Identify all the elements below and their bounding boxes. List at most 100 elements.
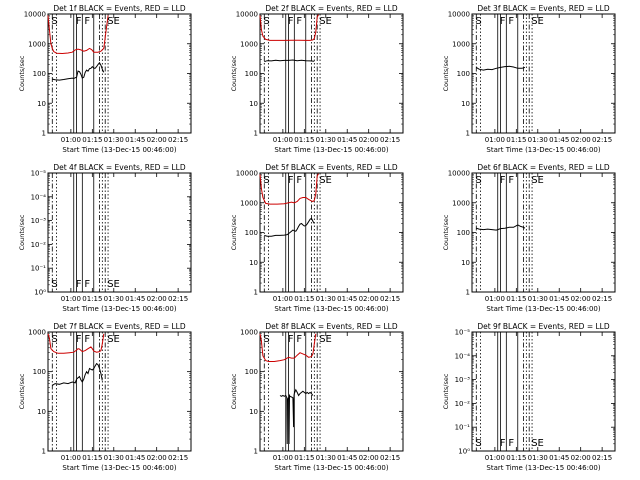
marker-se: SE bbox=[107, 279, 120, 290]
x-tick-label: 01:30 bbox=[528, 454, 548, 462]
marker-f: F bbox=[508, 175, 514, 186]
plot-frame bbox=[260, 332, 403, 451]
chart-panel-2: Det 2f BLACK = Events, RED = LLD 1 10 100 10… bbox=[230, 4, 403, 154]
marker-s: S bbox=[263, 334, 269, 345]
marker-s: S bbox=[263, 175, 269, 186]
marker-f: F bbox=[76, 279, 82, 290]
x-tick-label: 01:00 bbox=[485, 454, 505, 462]
x-tick-label: 02:00 bbox=[571, 136, 591, 144]
marker-f: F bbox=[288, 334, 294, 345]
y-tick-label: 100 bbox=[33, 368, 46, 376]
y-axis-label: Counts/sec bbox=[230, 373, 238, 409]
plot-frame bbox=[260, 14, 403, 133]
x-tick-label: 02:15 bbox=[168, 454, 188, 462]
x-tick-label: 01:15 bbox=[82, 295, 102, 303]
marker-f: F bbox=[76, 16, 82, 27]
y-tick-label: 10 bbox=[461, 259, 470, 267]
y-axis-label: Counts/sec bbox=[230, 55, 238, 91]
y-tick-label: 10⁻² bbox=[31, 241, 47, 249]
plot-frame bbox=[472, 332, 615, 451]
panel-title: Det 2f BLACK = Events, RED = LLD bbox=[265, 4, 398, 13]
marker-f: F bbox=[288, 175, 294, 186]
x-axis-label: Start Time (13-Dec-15 00:46:00) bbox=[486, 146, 600, 154]
x-tick-label: 01:00 bbox=[485, 136, 505, 144]
x-tick-label: 02:15 bbox=[592, 454, 612, 462]
y-tick-label: 1000 bbox=[240, 40, 258, 48]
marker-s: S bbox=[475, 16, 481, 27]
chart-panel-9: Det 9f BLACK = Events, RED = LLD 10⁰ 10⁻¹ 1… bbox=[442, 322, 615, 472]
x-tick-label: 01:45 bbox=[125, 454, 145, 462]
y-tick-label: 10⁻² bbox=[455, 400, 471, 408]
series-events-line bbox=[52, 364, 102, 386]
marker-s: S bbox=[475, 438, 481, 449]
y-tick-label: 10000 bbox=[24, 11, 46, 19]
y-axis-label: Counts/sec bbox=[442, 55, 450, 91]
x-tick-label: 01:45 bbox=[125, 295, 145, 303]
marker-se: SE bbox=[319, 175, 332, 186]
y-axis-label: Counts/sec bbox=[18, 373, 26, 409]
y-tick-label: 1000 bbox=[240, 329, 258, 337]
x-tick-label: 01:30 bbox=[104, 136, 124, 144]
x-tick-label: 01:30 bbox=[528, 136, 548, 144]
x-tick-label: 02:15 bbox=[380, 295, 400, 303]
panel-title: Det 3f BLACK = Events, RED = LLD bbox=[477, 4, 610, 13]
x-tick-label: 02:15 bbox=[592, 136, 612, 144]
marker-s: S bbox=[263, 16, 269, 27]
plot-frame bbox=[48, 14, 191, 133]
x-axis-label: Start Time (13-Dec-15 00:46:00) bbox=[62, 146, 176, 154]
y-tick-label: 10000 bbox=[236, 170, 258, 178]
x-tick-label: 01:15 bbox=[506, 136, 526, 144]
marker-s: S bbox=[51, 16, 57, 27]
x-tick-label: 01:30 bbox=[104, 454, 124, 462]
x-tick-label: 01:45 bbox=[549, 295, 569, 303]
marker-se: SE bbox=[319, 16, 332, 27]
marker-f: F bbox=[296, 175, 302, 186]
series-events-line bbox=[52, 63, 104, 80]
x-axis-label: Start Time (13-Dec-15 00:46:00) bbox=[486, 305, 600, 313]
marker-f: F bbox=[296, 16, 302, 27]
x-tick-label: 01:00 bbox=[61, 295, 81, 303]
y-tick-label: 10000 bbox=[236, 11, 258, 19]
x-tick-label: 01:15 bbox=[82, 136, 102, 144]
x-tick-label: 01:15 bbox=[294, 454, 314, 462]
y-tick-label: 100 bbox=[245, 368, 258, 376]
x-tick-label: 01:30 bbox=[316, 136, 336, 144]
x-tick-label: 01:15 bbox=[506, 295, 526, 303]
x-tick-label: 01:45 bbox=[337, 136, 357, 144]
y-tick-label: 1000 bbox=[240, 199, 258, 207]
plot-frame bbox=[48, 173, 191, 292]
x-axis-label: Start Time (13-Dec-15 00:46:00) bbox=[274, 464, 388, 472]
y-tick-label: 10⁰ bbox=[34, 289, 46, 297]
x-tick-label: 01:15 bbox=[82, 454, 102, 462]
y-tick-label: 10⁰ bbox=[458, 448, 470, 456]
marker-se: SE bbox=[107, 16, 120, 27]
marker-f: F bbox=[76, 334, 82, 345]
y-tick-label: 10 bbox=[461, 100, 470, 108]
x-tick-label: 01:00 bbox=[273, 136, 293, 144]
y-axis-label: Counts/sec bbox=[442, 373, 450, 409]
marker-f: F bbox=[296, 334, 302, 345]
marker-f: F bbox=[500, 438, 506, 449]
chart-panel-3: Det 3f BLACK = Events, RED = LLD11010010… bbox=[442, 4, 615, 154]
plot-frame bbox=[472, 173, 615, 292]
x-tick-label: 02:15 bbox=[380, 136, 400, 144]
x-tick-label: 01:30 bbox=[528, 295, 548, 303]
y-tick-label: 10 bbox=[249, 259, 258, 267]
x-axis-label: Start Time (13-Dec-15 00:46:00) bbox=[486, 464, 600, 472]
x-tick-label: 01:00 bbox=[273, 454, 293, 462]
chart-panel-5: Det 5f BLACK = Events, RED = LLD11010010… bbox=[230, 163, 403, 313]
series-events-line bbox=[264, 218, 314, 236]
marker-se: SE bbox=[319, 334, 332, 345]
y-tick-label: 100 bbox=[245, 70, 258, 78]
panel-title: Det 7f BLACK = Events, RED = LLD bbox=[53, 322, 186, 331]
y-tick-label: 1 bbox=[42, 130, 46, 138]
y-tick-label: 1000 bbox=[452, 199, 470, 207]
marker-f: F bbox=[500, 175, 506, 186]
chart-panel-7: Det 7f BLACK = Events, RED = LLD11010010… bbox=[18, 322, 191, 472]
y-tick-label: 1000 bbox=[28, 329, 46, 337]
x-axis-label: Start Time (13-Dec-15 00:46:00) bbox=[62, 464, 176, 472]
y-tick-label: 10 bbox=[37, 100, 46, 108]
x-axis-label: Start Time (13-Dec-15 00:46:00) bbox=[274, 305, 388, 313]
y-tick-label: 10 bbox=[249, 408, 258, 416]
x-tick-label: 01:45 bbox=[337, 454, 357, 462]
